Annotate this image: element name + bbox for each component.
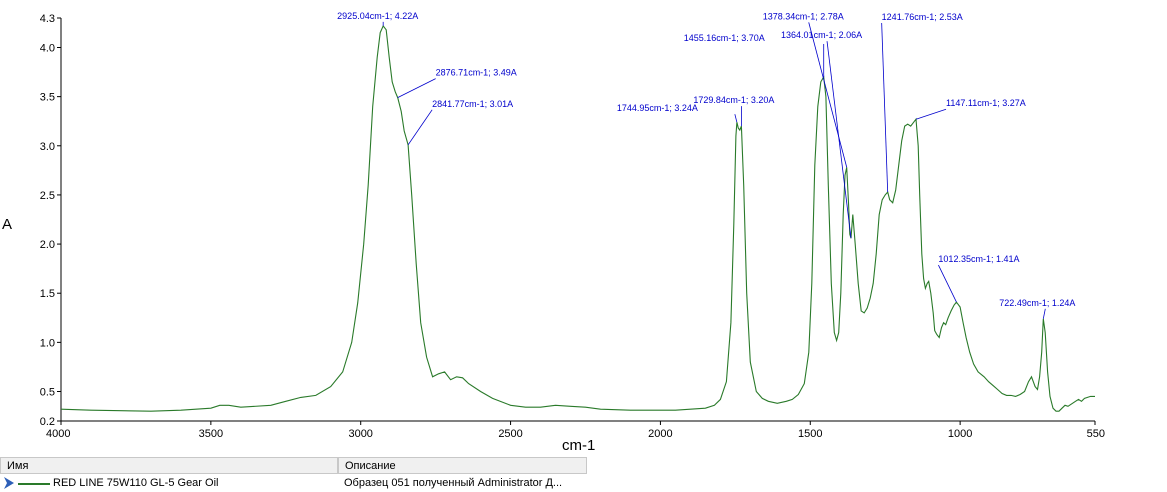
y-tick-label: 2.0 bbox=[40, 239, 55, 251]
y-tick-label: 3.5 bbox=[40, 92, 55, 104]
x-tick-label: 4000 bbox=[46, 428, 70, 440]
peak-label: 1012.35cm-1; 1.41A bbox=[938, 254, 1019, 264]
peak-label: 1241.76cm-1; 2.53A bbox=[882, 12, 963, 22]
y-tick-label: 4.0 bbox=[40, 42, 55, 54]
peak-label: 1744.95cm-1; 3.24A bbox=[617, 103, 698, 113]
x-tick-label: 3000 bbox=[348, 428, 372, 440]
peak-label: 1729.84cm-1; 3.20A bbox=[693, 95, 774, 105]
peak-callout-line bbox=[1042, 308, 1046, 319]
y-tick-label: 1.0 bbox=[40, 337, 55, 349]
peak-callout-line bbox=[938, 264, 957, 303]
peak-label: 2841.77cm-1; 3.01A bbox=[432, 99, 513, 109]
y-tick-label: 0.5 bbox=[40, 387, 55, 399]
peak-label: 1378.34cm-1; 2.78A bbox=[763, 11, 844, 21]
axes bbox=[60, 18, 1095, 422]
peak-label: 2876.71cm-1; 3.49A bbox=[436, 68, 517, 78]
y-axis-label: A bbox=[2, 216, 13, 233]
series-line bbox=[60, 24, 1095, 412]
selected-row-arrow-icon bbox=[4, 477, 14, 489]
series-color-swatch bbox=[18, 483, 50, 485]
peak-callout-line bbox=[808, 22, 848, 168]
peak-callout-line bbox=[397, 78, 436, 98]
peak-annotations: 2925.04cm-1; 4.22A 2876.71cm-1; 3.49A 2841… bbox=[337, 11, 1075, 319]
peak-callout-line bbox=[407, 109, 433, 146]
peak-callout-line bbox=[881, 22, 889, 192]
legend-header-name[interactable]: Имя bbox=[0, 457, 338, 474]
peak-label: 722.49cm-1; 1.24A bbox=[999, 298, 1075, 308]
x-tick-label: 2000 bbox=[648, 428, 672, 440]
peak-label: 1455.16cm-1; 3.70A bbox=[684, 33, 765, 43]
series-legend-table: Имя Описание RED LINE 75W110 GL-5 Gear O… bbox=[0, 456, 1167, 492]
peak-callout-line bbox=[915, 108, 947, 120]
x-tick-label: 550 bbox=[1087, 428, 1105, 440]
peak-label: 1147.11cm-1; 3.27A bbox=[946, 98, 1026, 108]
x-axis-label: cm-1 bbox=[562, 437, 596, 454]
y-tick-label: 0.2 bbox=[40, 416, 55, 428]
y-tick-label: 1.5 bbox=[40, 288, 55, 300]
y-tick-label: 3.0 bbox=[40, 141, 55, 153]
y-tick-label: 2.5 bbox=[40, 190, 55, 202]
legend-row[interactable]: RED LINE 75W110 GL-5 Gear Oil Образец 05… bbox=[0, 475, 1167, 492]
peak-callout-line bbox=[826, 41, 852, 239]
peak-label: 1364.01cm-1; 2.06A bbox=[781, 30, 862, 40]
x-tick-label: 1500 bbox=[798, 428, 822, 440]
x-tick-label: 1000 bbox=[948, 428, 972, 440]
legend-header-description[interactable]: Описание bbox=[338, 457, 587, 474]
x-tick-label: 3500 bbox=[199, 428, 223, 440]
peak-callout-line bbox=[734, 114, 738, 123]
spectrum-series-path bbox=[60, 24, 1095, 412]
x-tick-label: 2500 bbox=[498, 428, 522, 440]
spectrum-plot: 4000 3500 3000 2500 2000 1500 1000 550 0.2 0.5 1.0… bbox=[40, 11, 1105, 440]
y-tick-label: 4.3 bbox=[40, 13, 55, 25]
legend-series-name: RED LINE 75W110 GL-5 Gear Oil bbox=[53, 477, 219, 489]
tick-labels: 4000 3500 3000 2500 2000 1500 1000 550 0.2 0.5 1.0… bbox=[40, 13, 1105, 440]
legend-series-description: Образец 051 полученный Administrator Д..… bbox=[344, 477, 563, 489]
peak-label: 2925.04cm-1; 4.22A bbox=[337, 11, 418, 21]
spectrum-chart: 4000 3500 3000 2500 2000 1500 1000 550 0.2 0.5 1.0… bbox=[2, 11, 1105, 454]
